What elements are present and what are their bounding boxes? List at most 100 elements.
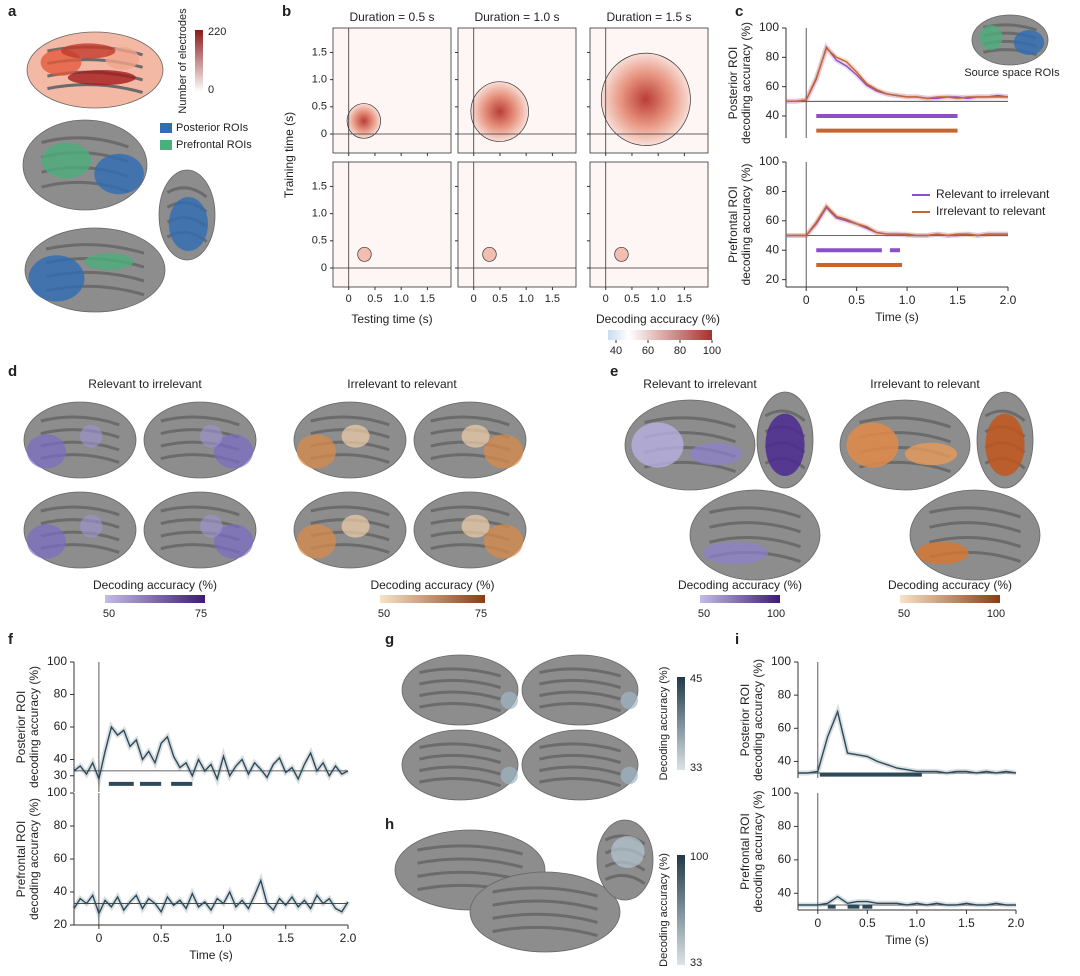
heatmap-title: Duration = 1.5 s bbox=[606, 10, 691, 24]
brain-patch bbox=[341, 424, 370, 448]
colorbar-tick: 75 bbox=[195, 608, 207, 620]
brain-patch bbox=[28, 255, 85, 302]
axis-label: Time (s) bbox=[885, 933, 929, 947]
x-tick-label: 1.0 bbox=[909, 916, 926, 930]
brain-patch bbox=[979, 25, 1003, 50]
y-tick-label: 20 bbox=[54, 917, 68, 931]
sulcus bbox=[419, 702, 502, 713]
x-tick-label: 0 bbox=[346, 293, 352, 305]
sulcus bbox=[45, 243, 145, 255]
colorbar bbox=[677, 677, 685, 770]
brain-patch bbox=[1013, 30, 1045, 55]
y-tick-label: 1.5 bbox=[312, 180, 327, 192]
brain-patch bbox=[296, 524, 336, 559]
brain-patch bbox=[611, 836, 645, 868]
y-tick-label: 80 bbox=[54, 687, 68, 701]
series-line bbox=[798, 895, 1016, 906]
legend-label: Irrelevant to relevant bbox=[936, 204, 1046, 218]
x-tick-label: 0.5 bbox=[624, 293, 639, 305]
y-tick-label: 1.0 bbox=[312, 74, 327, 86]
inset-label: Source space ROIs bbox=[964, 67, 1060, 79]
x-tick-label: 1.0 bbox=[394, 293, 409, 305]
sulcus bbox=[764, 409, 806, 422]
sulcus bbox=[419, 777, 502, 788]
colorbar-label: Decoding accuracy (%) bbox=[678, 578, 802, 592]
sulcus bbox=[644, 416, 736, 429]
x-tick-label: 1.5 bbox=[545, 293, 560, 305]
axis-label: Time (s) bbox=[875, 310, 919, 324]
x-tick-label: 0 bbox=[96, 931, 103, 945]
y-tick-label: 60 bbox=[766, 79, 780, 93]
colorbar-label: Decoding accuracy (%) bbox=[370, 578, 494, 592]
panel-letter: h bbox=[385, 816, 394, 833]
y-tick-label: 40 bbox=[778, 754, 792, 768]
sulcus bbox=[709, 536, 801, 549]
y-tick-label: 60 bbox=[778, 852, 792, 866]
x-tick-label: 0.5 bbox=[367, 293, 382, 305]
sulcus bbox=[492, 899, 598, 911]
brain-patch bbox=[200, 424, 223, 448]
series-line bbox=[73, 725, 349, 782]
panel-letter: f bbox=[8, 631, 14, 648]
x-tick-label: 1.5 bbox=[277, 931, 294, 945]
panel-letter: a bbox=[8, 3, 17, 20]
y-tick-label: 30 bbox=[54, 768, 68, 782]
decoding-blob bbox=[470, 81, 529, 142]
axis-label: decoding accuracy (%) bbox=[739, 163, 753, 285]
x-tick-label: 0 bbox=[603, 293, 609, 305]
panel-title: Relevant to irrelevant bbox=[643, 377, 757, 391]
axis-label: decoding accuracy (%) bbox=[27, 798, 41, 920]
colorbar-tick: 0 bbox=[208, 84, 214, 96]
y-tick-label: 60 bbox=[766, 213, 780, 227]
brain-patch bbox=[214, 434, 254, 469]
y-tick-label: 100 bbox=[47, 785, 67, 799]
colorbar-tick: 75 bbox=[475, 608, 487, 620]
brain bbox=[521, 654, 639, 726]
y-tick-label: 100 bbox=[47, 654, 67, 668]
sulcus bbox=[40, 428, 120, 439]
y-tick-label: 100 bbox=[771, 654, 791, 668]
sulcus bbox=[419, 765, 502, 776]
brain-patch bbox=[916, 541, 969, 565]
sulcus bbox=[430, 505, 510, 517]
sulcus bbox=[929, 536, 1021, 549]
sulcus bbox=[419, 753, 502, 764]
brain-patch bbox=[341, 514, 370, 538]
colorbar-label: Decoding accuracy (%) bbox=[596, 312, 720, 326]
y-tick-label: 0.5 bbox=[312, 235, 327, 247]
colorbar-tick: 33 bbox=[690, 957, 702, 969]
y-tick-label: 60 bbox=[54, 851, 68, 865]
panel-letter: c bbox=[735, 3, 743, 20]
y-tick-label: 20 bbox=[766, 272, 780, 286]
heatmap-title: Duration = 1.0 s bbox=[474, 10, 559, 24]
brain bbox=[689, 489, 821, 581]
axis-label: Training time (s) bbox=[282, 112, 296, 198]
y-tick-label: 1.0 bbox=[312, 208, 327, 220]
sulcus bbox=[539, 702, 622, 713]
brain-patch bbox=[214, 524, 254, 559]
axis-label: Posterior ROI bbox=[738, 684, 752, 757]
colorbar-tick: 50 bbox=[103, 608, 115, 620]
sulcus bbox=[40, 518, 120, 529]
colorbar bbox=[380, 595, 485, 603]
sulcus bbox=[709, 506, 801, 519]
y-tick-label: 40 bbox=[54, 752, 68, 766]
brain-patch bbox=[846, 422, 899, 468]
axis-label: Posterior ROI bbox=[726, 47, 740, 120]
sulcus bbox=[929, 506, 1021, 519]
heatmap-panel bbox=[457, 161, 577, 288]
decoding-blob bbox=[357, 246, 372, 262]
sulcus bbox=[604, 834, 646, 846]
sulcus bbox=[160, 415, 240, 427]
colorbar-label: Decoding accuracy (%) bbox=[658, 853, 670, 967]
axis-label: Prefrontal ROI bbox=[14, 821, 28, 898]
axis-label: Prefrontal ROI bbox=[726, 186, 740, 263]
brain-patch bbox=[620, 691, 638, 710]
axis-label: decoding accuracy (%) bbox=[751, 790, 765, 912]
series-line bbox=[786, 204, 1008, 237]
y-tick-label: 80 bbox=[766, 50, 780, 64]
decoding-blob bbox=[614, 246, 629, 262]
sulcus bbox=[539, 678, 622, 689]
sulcus bbox=[492, 912, 598, 924]
